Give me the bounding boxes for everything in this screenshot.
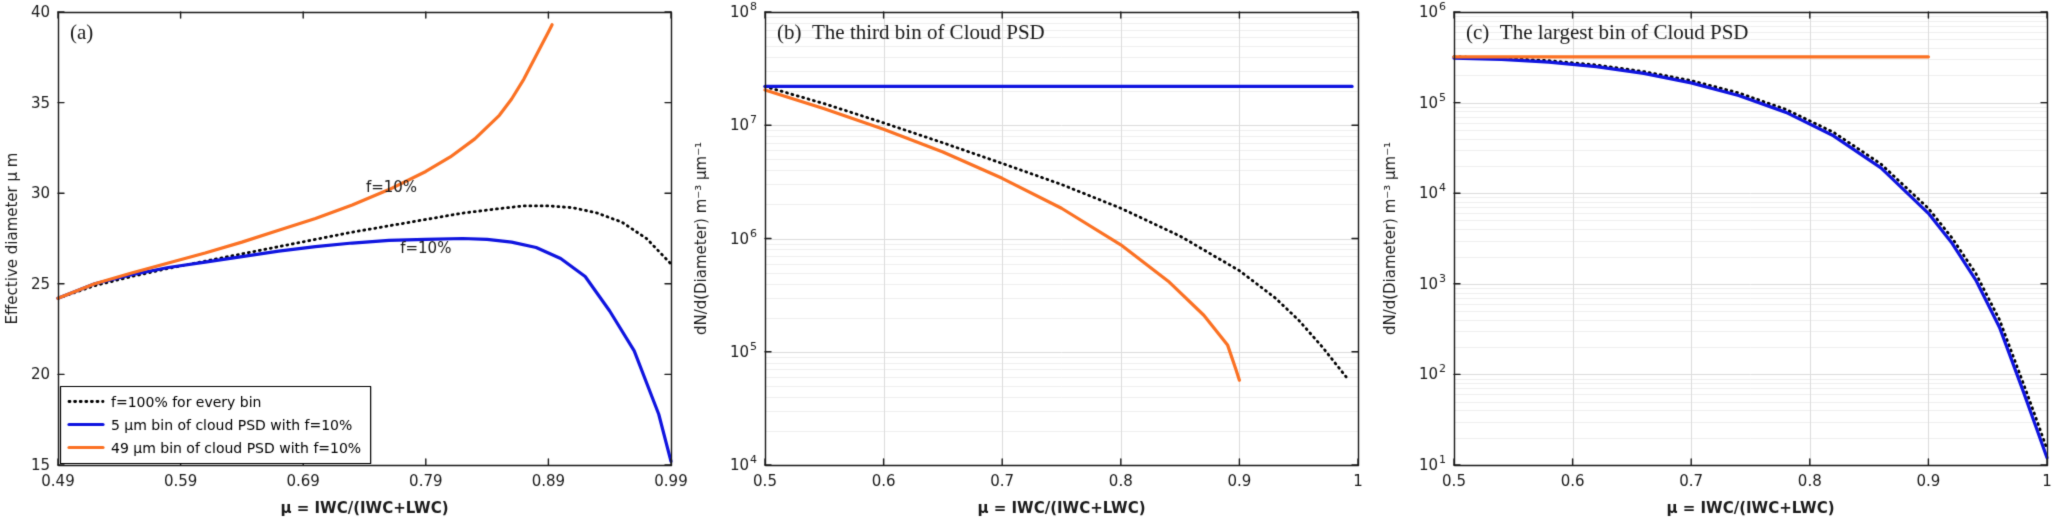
panel-a <box>0 0 689 521</box>
chart-panel-a-effective-diameter <box>0 0 689 521</box>
chart-panel-b-third-bin <box>689 0 1378 521</box>
panel-c <box>1378 0 2067 521</box>
panel-b <box>689 0 1378 521</box>
chart-panel-c-largest-bin <box>1378 0 2067 521</box>
